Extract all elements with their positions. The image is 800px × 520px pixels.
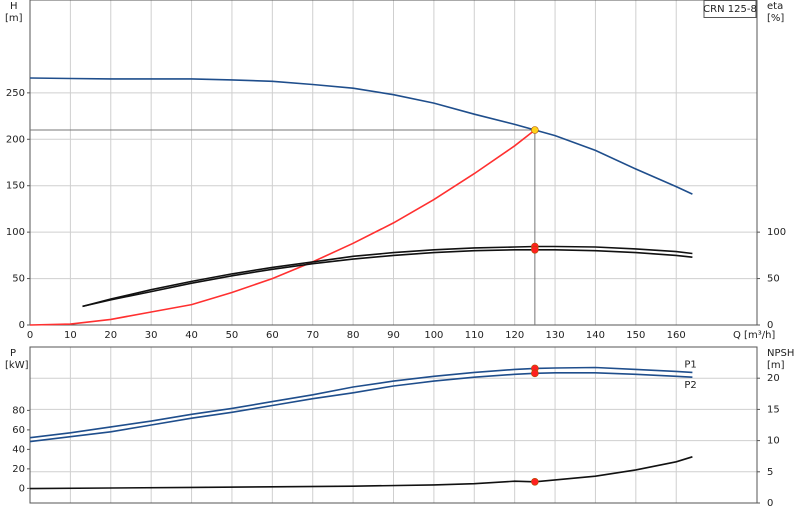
- y-tick-label: 50: [12, 274, 25, 285]
- y-tick-label: 0: [19, 320, 25, 331]
- x-tick-label: 80: [347, 330, 360, 341]
- y2-tick-label: 20: [767, 373, 780, 384]
- y-tick-label: 40: [12, 444, 25, 455]
- x-tick-label: 20: [104, 330, 117, 341]
- plot-frame: [29, 0, 758, 326]
- x-tick-label: 40: [185, 330, 198, 341]
- y2-tick-label: 10: [767, 436, 780, 447]
- x-tick-label: 140: [586, 330, 605, 341]
- y-axis-label: P: [10, 348, 16, 359]
- y2-axis-unit: [m]: [767, 360, 785, 371]
- y2-tick-label: 0: [767, 320, 773, 331]
- y-axis-unit: [kW]: [5, 360, 29, 371]
- y2-tick-label: 15: [767, 404, 780, 415]
- y-axis-unit: [m]: [5, 13, 23, 24]
- y2-tick-label: 100: [767, 227, 786, 238]
- y-tick-label: 250: [6, 88, 25, 99]
- y-tick-label: 0: [19, 483, 25, 494]
- x-tick-label: 60: [266, 330, 279, 341]
- x-tick-label: 30: [145, 330, 158, 341]
- y-tick-label: 20: [12, 464, 25, 475]
- curve: [29, 129, 536, 326]
- duty-point: [531, 369, 539, 378]
- x-tick-label: 100: [424, 330, 443, 341]
- y-tick-label: 200: [6, 134, 25, 145]
- x-tick-label: 70: [306, 330, 319, 341]
- x-tick-label: 160: [667, 330, 686, 341]
- x-tick-label: 50: [226, 330, 239, 341]
- curve: [82, 245, 693, 308]
- y2-axis-label: eta: [767, 1, 783, 12]
- duty-point: [531, 126, 539, 134]
- curve: [29, 77, 693, 195]
- y-tick-label: 60: [12, 425, 25, 436]
- curve-label: P2: [684, 380, 696, 391]
- x-axis-label: Q [m³/h]: [733, 330, 775, 341]
- y2-axis-label: NPSH: [767, 348, 794, 359]
- y2-axis-unit: [%]: [767, 13, 784, 24]
- x-tick-label: 90: [387, 330, 400, 341]
- curve: [29, 366, 693, 439]
- y-tick-label: 100: [6, 227, 25, 238]
- plot-frame: [29, 346, 758, 504]
- duty-point: [531, 477, 539, 486]
- y2-tick-label: 50: [767, 274, 780, 285]
- x-tick-label: 120: [505, 330, 524, 341]
- x-tick-label: 130: [546, 330, 565, 341]
- x-tick-label: 10: [64, 330, 77, 341]
- y-tick-label: 80: [12, 405, 25, 416]
- y-axis-label: H: [10, 1, 18, 12]
- y2-tick-label: 5: [767, 467, 773, 478]
- curve-label: P1: [684, 359, 696, 370]
- chart-title: CRN 125-8: [703, 4, 757, 15]
- title-box: [703, 0, 757, 18]
- x-tick-label: 0: [27, 330, 33, 341]
- curve: [29, 372, 693, 443]
- x-tick-label: 150: [626, 330, 645, 341]
- y-tick-label: 150: [6, 181, 25, 192]
- curve: [29, 456, 693, 490]
- duty-point: [531, 245, 539, 254]
- curve: [82, 249, 693, 308]
- y2-tick-label: 0: [767, 498, 773, 509]
- x-tick-label: 110: [465, 330, 484, 341]
